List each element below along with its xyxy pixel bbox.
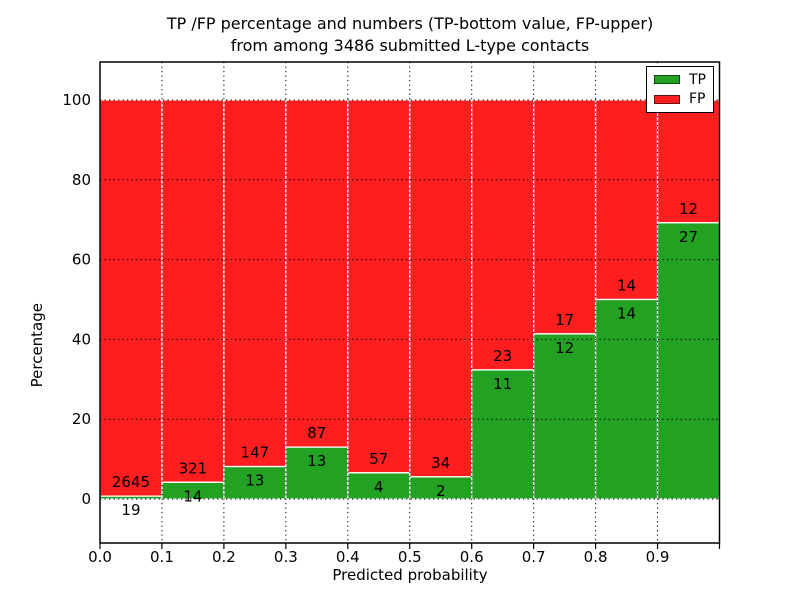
- fp-count-label: 87: [307, 424, 326, 442]
- fp-bar-segment: [347, 99, 411, 474]
- x-tick-label: 0.9: [646, 548, 670, 566]
- tp-bar-segment: [594, 298, 659, 500]
- tp-bar-segment: [656, 222, 721, 500]
- chart-title-line2: from among 3486 submitted L-type contact…: [230, 35, 590, 55]
- y-tick-label: 100: [62, 91, 91, 109]
- tp-count-label: 2: [436, 482, 446, 500]
- x-tick-label: 0.1: [150, 548, 174, 566]
- y-tick-label: 60: [72, 251, 91, 269]
- tp-count-label: 11: [493, 375, 512, 393]
- x-tick-label: 0.2: [212, 548, 236, 566]
- x-tick-label: 0.3: [274, 548, 298, 566]
- tp-count-label: 4: [374, 478, 384, 496]
- y-tick-label: 0: [81, 490, 91, 508]
- tp-count-label: 13: [307, 452, 326, 470]
- tp-bar-segment: [471, 369, 535, 500]
- legend-label-fp: FP: [689, 91, 706, 108]
- chart-title-line1: TP /FP percentage and numbers (TP-bottom…: [166, 14, 654, 33]
- fp-count-label: 14: [617, 277, 636, 295]
- fp-count-label: 12: [679, 200, 698, 218]
- tp-count-label: 27: [679, 228, 698, 246]
- legend-item-tp: TP: [654, 72, 708, 88]
- fp-bar-segment: [409, 99, 473, 478]
- y-tick-label: 40: [72, 330, 91, 348]
- tp-bar-segment: [347, 472, 411, 500]
- y-tick-label: 80: [72, 171, 91, 189]
- x-tick-label: 0.7: [522, 548, 546, 566]
- fp-count-label: 23: [493, 347, 512, 365]
- legend-item-fp: FP: [654, 91, 708, 107]
- legend-swatch-fp: [654, 94, 680, 104]
- tp-count-label: 19: [121, 501, 140, 519]
- fp-bar-segment: [471, 99, 535, 371]
- x-tick-label: 0.5: [398, 548, 422, 566]
- tp-count-label: 14: [183, 487, 202, 505]
- legend-label-tp: TP: [689, 71, 706, 88]
- legend: TP FP: [646, 66, 714, 113]
- x-tick-label: 0.6: [460, 548, 484, 566]
- chart-title: TP /FP percentage and numbers (TP-bottom…: [100, 13, 720, 56]
- x-tick-label: 0.4: [336, 548, 360, 566]
- fp-bar-segment: [161, 99, 225, 483]
- y-axis-label-text: Percentage: [28, 302, 46, 388]
- x-tick-label: 0.8: [584, 548, 608, 566]
- tp-count-label: 14: [617, 305, 636, 323]
- fp-count-label: 321: [179, 459, 208, 477]
- y-tick-label: 20: [72, 410, 91, 428]
- tp-bar-segment: [223, 465, 287, 500]
- fp-count-label: 147: [241, 444, 270, 462]
- tp-count-label: 12: [555, 339, 574, 357]
- fp-count-label: 17: [555, 311, 574, 329]
- fp-bar-segment: [223, 99, 287, 468]
- fp-bar-segment: [99, 99, 163, 497]
- fp-count-label: 2645: [112, 473, 150, 491]
- fp-count-label: 57: [369, 450, 388, 468]
- legend-swatch-tp: [654, 75, 680, 85]
- tp-bar-segment: [533, 333, 597, 500]
- fp-bar-segment: [533, 99, 597, 335]
- tp-count-label: 13: [245, 472, 264, 490]
- x-axis-label: Predicted probability: [332, 566, 488, 584]
- fp-bar-segment: [594, 99, 659, 301]
- fp-count-label: 34: [431, 454, 450, 472]
- x-tick-label: 0.0: [88, 548, 112, 566]
- fp-bar-segment: [285, 99, 349, 448]
